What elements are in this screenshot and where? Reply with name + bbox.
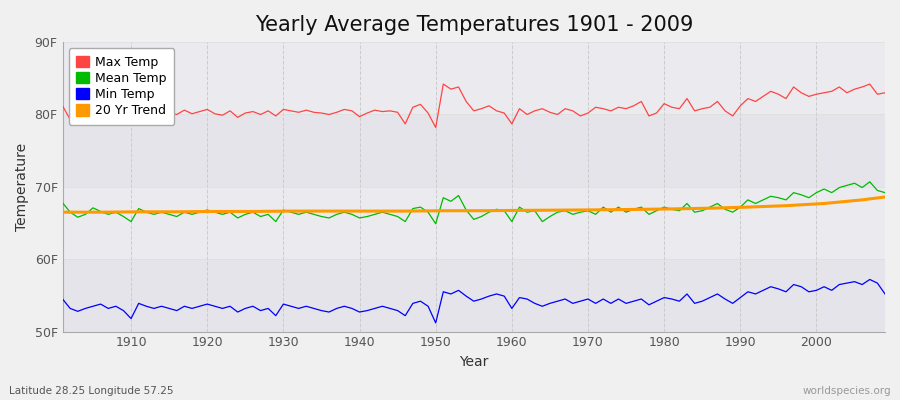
20 Yr Trend [742, 205, 753, 210]
Mean Temp [514, 205, 525, 210]
Max Temp [879, 90, 890, 95]
Mean Temp [118, 214, 129, 219]
20 Yr Trend [400, 209, 410, 214]
Mean Temp [507, 219, 517, 224]
Mean Temp [285, 210, 296, 214]
20 Yr Trend [628, 207, 639, 212]
Max Temp [613, 105, 624, 110]
Legend: Max Temp, Mean Temp, Min Temp, 20 Yr Trend: Max Temp, Mean Temp, Min Temp, 20 Yr Tre… [68, 48, 174, 125]
Min Temp [864, 277, 875, 282]
Min Temp [430, 320, 441, 325]
Max Temp [430, 125, 441, 130]
20 Yr Trend [590, 208, 601, 212]
Mean Temp [57, 200, 68, 205]
Mean Temp [331, 212, 342, 217]
X-axis label: Year: Year [459, 355, 489, 369]
20 Yr Trend [362, 209, 373, 214]
Line: 20 Yr Trend: 20 Yr Trend [62, 197, 885, 212]
Line: Mean Temp: Mean Temp [62, 182, 885, 224]
Min Temp [514, 295, 525, 300]
Max Temp [514, 106, 525, 111]
Max Temp [438, 82, 449, 86]
Text: worldspecies.org: worldspecies.org [803, 386, 891, 396]
Min Temp [57, 297, 68, 302]
20 Yr Trend [438, 208, 449, 213]
20 Yr Trend [210, 209, 220, 214]
Min Temp [285, 304, 296, 309]
Bar [62, 259, 885, 332]
20 Yr Trend [95, 210, 106, 214]
Min Temp [606, 301, 616, 306]
20 Yr Trend [248, 209, 258, 214]
Bar [62, 187, 885, 259]
20 Yr Trend [879, 194, 890, 199]
Max Temp [285, 108, 296, 113]
Line: Max Temp: Max Temp [62, 84, 885, 128]
20 Yr Trend [705, 206, 716, 210]
Min Temp [331, 306, 342, 311]
20 Yr Trend [857, 198, 868, 202]
Mean Temp [879, 190, 890, 195]
Line: Min Temp: Min Temp [62, 280, 885, 323]
Min Temp [879, 292, 890, 296]
Min Temp [507, 306, 517, 311]
Y-axis label: Temperature: Temperature [15, 143, 29, 231]
20 Yr Trend [666, 206, 677, 211]
20 Yr Trend [476, 208, 487, 213]
Bar [62, 114, 885, 187]
20 Yr Trend [57, 210, 68, 214]
20 Yr Trend [285, 209, 296, 214]
Mean Temp [606, 210, 616, 214]
Max Temp [522, 112, 533, 117]
Title: Yearly Average Temperatures 1901 - 2009: Yearly Average Temperatures 1901 - 2009 [255, 15, 693, 35]
20 Yr Trend [514, 208, 525, 213]
Mean Temp [864, 179, 875, 184]
Text: Latitude 28.25 Longitude 57.25: Latitude 28.25 Longitude 57.25 [9, 386, 174, 396]
20 Yr Trend [324, 209, 335, 214]
20 Yr Trend [552, 208, 562, 212]
Min Temp [118, 308, 129, 313]
Max Temp [118, 114, 129, 119]
Max Temp [57, 103, 68, 108]
20 Yr Trend [819, 201, 830, 206]
20 Yr Trend [171, 210, 182, 214]
20 Yr Trend [780, 203, 791, 208]
Bar [62, 42, 885, 114]
Max Temp [331, 110, 342, 115]
Mean Temp [430, 221, 441, 226]
20 Yr Trend [133, 210, 144, 214]
